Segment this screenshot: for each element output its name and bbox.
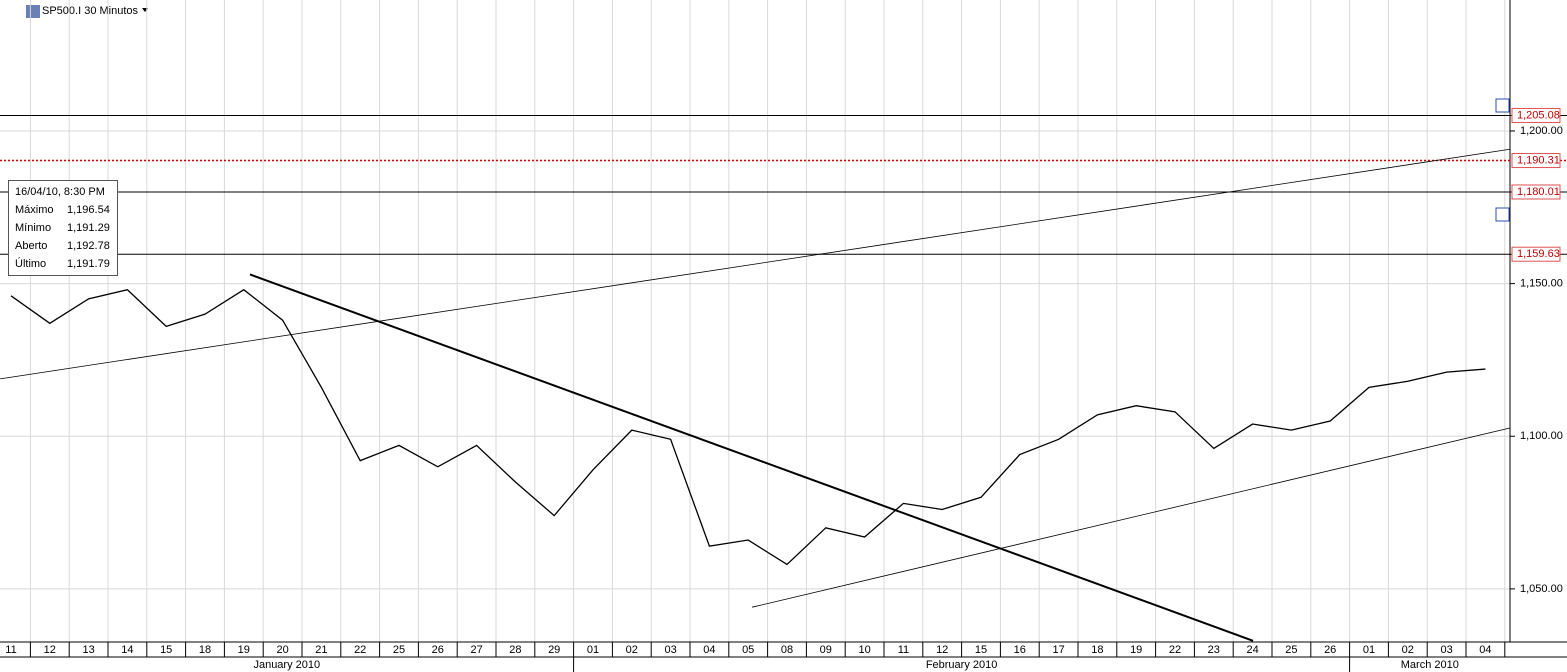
info-row: Último 1,191.79	[9, 255, 117, 273]
info-label: Último	[15, 258, 47, 270]
x-tick-label: 04	[703, 644, 715, 656]
x-tick-label: 15	[160, 644, 172, 656]
x-tick-label: 01	[1363, 644, 1375, 656]
level-tag	[1511, 153, 1561, 169]
info-box: 16/04/10, 8:30 PM Máximo 1,196.54 Mínimo 1,…	[8, 180, 118, 276]
level-tag	[1511, 107, 1561, 123]
x-tick-label: 22	[1169, 644, 1181, 656]
x-tick-label: 12	[44, 644, 56, 656]
x-tick-label: 02	[1402, 644, 1414, 656]
x-tick-label: 19	[1130, 644, 1142, 656]
x-tick-label: 10	[858, 644, 870, 656]
y-tick-label: 1,150.00	[1520, 278, 1563, 290]
level-tag	[1511, 246, 1561, 262]
x-tick-label: 29	[548, 644, 560, 656]
trendline	[751, 427, 1510, 608]
x-tick-label: 18	[199, 644, 211, 656]
x-tick-label: 25	[1285, 644, 1297, 656]
info-value: 1,191.29	[67, 222, 110, 234]
x-tick-label: 16	[1014, 644, 1026, 656]
alert-icon[interactable]	[1495, 98, 1510, 113]
trendline	[0, 148, 1510, 380]
month-label: February 2010	[926, 659, 998, 671]
x-tick-label: 01	[587, 644, 599, 656]
alert-icon[interactable]	[1495, 207, 1510, 222]
x-tick-label: 08	[781, 644, 793, 656]
level-tag	[1511, 184, 1561, 200]
info-label: Mínimo	[15, 222, 52, 234]
x-tick-label: 05	[742, 644, 754, 656]
x-tick-label: 17	[1052, 644, 1064, 656]
info-row: Aberto 1,192.78	[9, 237, 117, 255]
y-tick-label: 1,050.00	[1520, 583, 1563, 595]
level-label: 1,180.01	[1517, 186, 1560, 198]
chart-title[interactable]: SP500.I 30 Minutos	[42, 5, 139, 17]
x-tick-label: 22	[354, 644, 366, 656]
y-tick-label: 1,200.00	[1520, 125, 1563, 137]
level-label: 1,190.31	[1517, 154, 1560, 166]
info-label: Máximo	[15, 204, 54, 216]
x-tick-label: 14	[121, 644, 133, 656]
x-tick-label: 25	[393, 644, 405, 656]
x-tick-label: 21	[315, 644, 327, 656]
info-value: 1,192.78	[67, 240, 110, 252]
level-label: 1,205.08	[1517, 109, 1560, 121]
x-tick-label: 02	[626, 644, 638, 656]
x-tick-label: 09	[820, 644, 832, 656]
x-tick-label: 28	[509, 644, 521, 656]
x-tick-label: 03	[1440, 644, 1452, 656]
x-tick-label: 13	[82, 644, 94, 656]
x-tick-label: 23	[1208, 644, 1220, 656]
info-row: Mínimo 1,191.29	[9, 219, 117, 237]
info-row: Máximo 1,196.54	[9, 201, 117, 219]
x-tick-label: 03	[664, 644, 676, 656]
x-tick-label: 27	[470, 644, 482, 656]
month-label: January 2010	[253, 659, 320, 671]
trendline	[249, 273, 1254, 642]
x-tick-label: 15	[975, 644, 987, 656]
x-tick-label: 24	[1246, 644, 1258, 656]
x-tick-label: 11	[898, 644, 909, 656]
month-label: March 2010	[1401, 659, 1459, 671]
cfd-icon	[26, 5, 40, 18]
x-tick-label: 20	[276, 644, 288, 656]
x-tick-label: 26	[1324, 644, 1336, 656]
info-label: Aberto	[15, 240, 48, 252]
x-tick-label: 26	[432, 644, 444, 656]
x-tick-label: 19	[238, 644, 250, 656]
info-value: 1,191.79	[67, 258, 110, 270]
level-label: 1,159.63	[1517, 248, 1560, 260]
x-tick-label: 04	[1479, 644, 1491, 656]
y-tick-label: 1,100.00	[1520, 430, 1563, 442]
x-tick-label: 18	[1091, 644, 1103, 656]
info-value: 1,196.54	[67, 204, 110, 216]
x-tick-label: 11	[5, 644, 16, 656]
info-date: 16/04/10, 8:30 PM	[15, 186, 105, 198]
price-line	[10, 288, 1486, 566]
x-tick-label: 12	[936, 644, 948, 656]
